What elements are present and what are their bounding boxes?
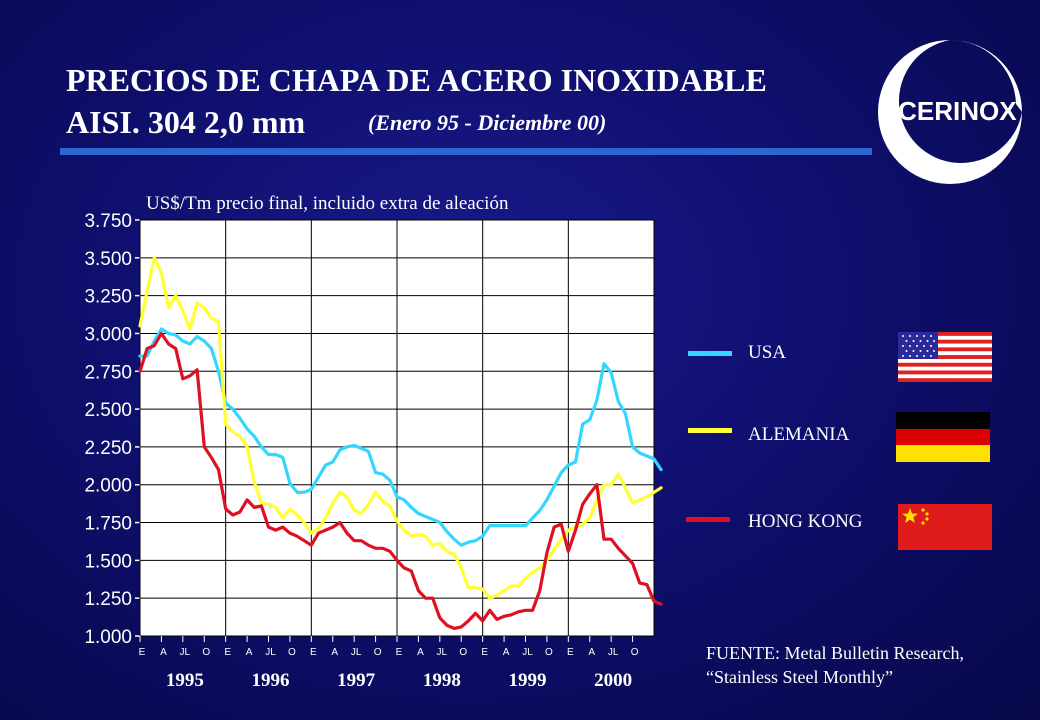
x-tick-label: E	[139, 647, 146, 658]
legend-label-alemania: ALEMANIA	[748, 424, 850, 445]
acerinox-logo: ACERINOX	[878, 39, 1022, 184]
usa-flag-icon	[898, 332, 992, 382]
x-tick-label: A	[588, 647, 595, 658]
legend-line-hong-kong	[686, 517, 730, 522]
x-tick-label: E	[224, 647, 231, 658]
source-line-1: FUENTE: Metal Bulletin Research,	[706, 643, 964, 663]
page-subtitle: (Enero 95 - Diciembre 00)	[368, 110, 607, 135]
y-tick-label: 2.000	[84, 476, 132, 497]
source-note: FUENTE: Metal Bulletin Research, “Stainl…	[706, 641, 964, 689]
y-axis-label: US$/Tm precio final, incluido extra de a…	[146, 193, 509, 214]
x-tick-label: E	[567, 647, 574, 658]
x-tick-label: O	[459, 647, 467, 658]
series-line-alemania	[138, 256, 663, 600]
legend-line-alemania	[688, 428, 732, 433]
x-tick-label: E	[396, 647, 403, 658]
y-tick-label: 2.250	[84, 438, 132, 459]
x-tick-label: A	[417, 647, 424, 658]
title-underline	[60, 148, 872, 155]
x-tick-label: A	[503, 647, 510, 658]
x-tick-label: JL	[351, 647, 362, 658]
x-tick-label: A	[246, 647, 253, 658]
x-tick-label: E	[481, 647, 488, 658]
series-line-hong-kong	[138, 331, 663, 631]
x-tick-label: A	[160, 647, 167, 658]
x-tick-label: JL	[608, 647, 619, 658]
x-tick-label: O	[288, 647, 296, 658]
germany-flag-icon	[896, 412, 990, 462]
legend-line-usa	[688, 351, 732, 356]
legend-label-usa: USA	[748, 342, 787, 363]
logo-text: ACERINOX	[879, 96, 1017, 126]
year-label: 2000	[594, 670, 632, 691]
x-tick-label: JL	[437, 647, 448, 658]
x-tick-label: JL	[180, 647, 191, 658]
y-tick-label: 3.750	[84, 211, 132, 232]
year-label: 1999	[509, 670, 547, 691]
year-label: 1995	[166, 670, 204, 691]
y-tick-label: 2.750	[84, 362, 132, 383]
y-tick-label: 1.500	[84, 551, 132, 572]
year-label: 1997	[337, 670, 376, 691]
x-tick-label: O	[202, 647, 210, 658]
year-label: 1998	[423, 670, 461, 691]
y-tick-label: 3.500	[84, 249, 132, 270]
y-tick-label: 1.000	[84, 627, 132, 648]
y-tick-label: 3.250	[84, 287, 132, 308]
x-tick-label: JL	[265, 647, 276, 658]
x-tick-label: O	[374, 647, 382, 658]
y-tick-label: 3.000	[84, 324, 132, 345]
x-tick-label: O	[545, 647, 553, 658]
x-tick-label: O	[631, 647, 639, 658]
china-flag-icon	[898, 504, 992, 550]
x-tick-label: JL	[522, 647, 533, 658]
y-tick-label: 1.250	[84, 589, 132, 610]
page-title: PRECIOS DE CHAPA DE ACERO INOXIDABLE	[66, 62, 767, 98]
y-tick-label: 1.750	[84, 514, 132, 535]
source-line-2: “Stainless Steel Monthly”	[706, 667, 893, 687]
year-label: 1996	[252, 670, 290, 691]
legend-label-hong-kong: HONG KONG	[748, 511, 863, 532]
y-tick-label: 2.500	[84, 400, 132, 421]
x-tick-label: E	[310, 647, 317, 658]
page-title-line2: AISI. 304 2,0 mm	[66, 104, 306, 140]
x-tick-label: A	[331, 647, 338, 658]
series-line-usa	[138, 327, 663, 547]
